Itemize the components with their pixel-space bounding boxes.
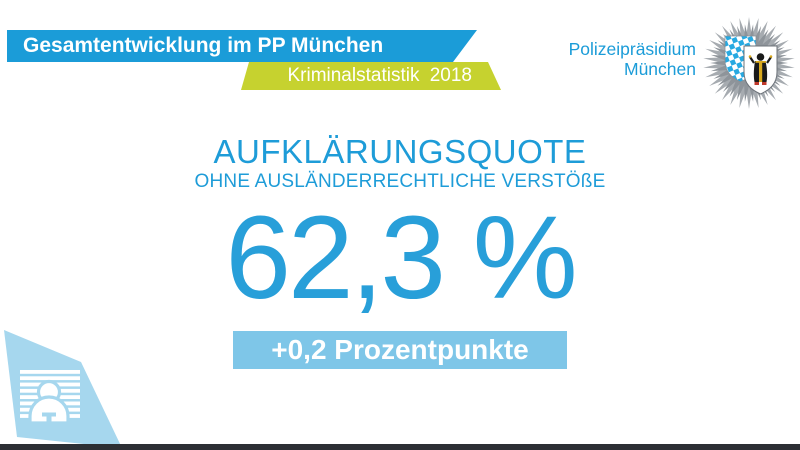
police-star-svg	[703, 17, 795, 109]
mugshot-body	[28, 395, 70, 423]
footer-bar	[0, 444, 800, 450]
stat-subtitle: OHNE AUSLÄNDERRECHTLICHE VERSTÖßE	[194, 171, 606, 192]
org-name-line1: Polizeipräsidium	[568, 39, 696, 59]
org-name-line2: München	[624, 59, 696, 79]
prisoner-mugshot-icon	[20, 370, 80, 423]
stat-title: AUFKLÄRUNGSQUOTE	[213, 133, 587, 170]
org-name: Polizeipräsidium München	[569, 39, 696, 79]
stat-delta-badge: +0,2 Prozentpunkte	[233, 331, 567, 369]
munich-kindl-shield	[743, 45, 778, 95]
decorative-polygon	[4, 330, 122, 448]
subtitle-banner-label: Kriminalstatistik 2018	[287, 65, 472, 86]
mugshot-placard	[42, 412, 56, 417]
title-banner: Gesamtentwicklung im PP München	[7, 30, 477, 62]
stat-value: 62,3 %	[225, 192, 577, 324]
police-star-icon	[701, 15, 797, 111]
subtitle-banner: Kriminalstatistik 2018	[241, 62, 501, 90]
